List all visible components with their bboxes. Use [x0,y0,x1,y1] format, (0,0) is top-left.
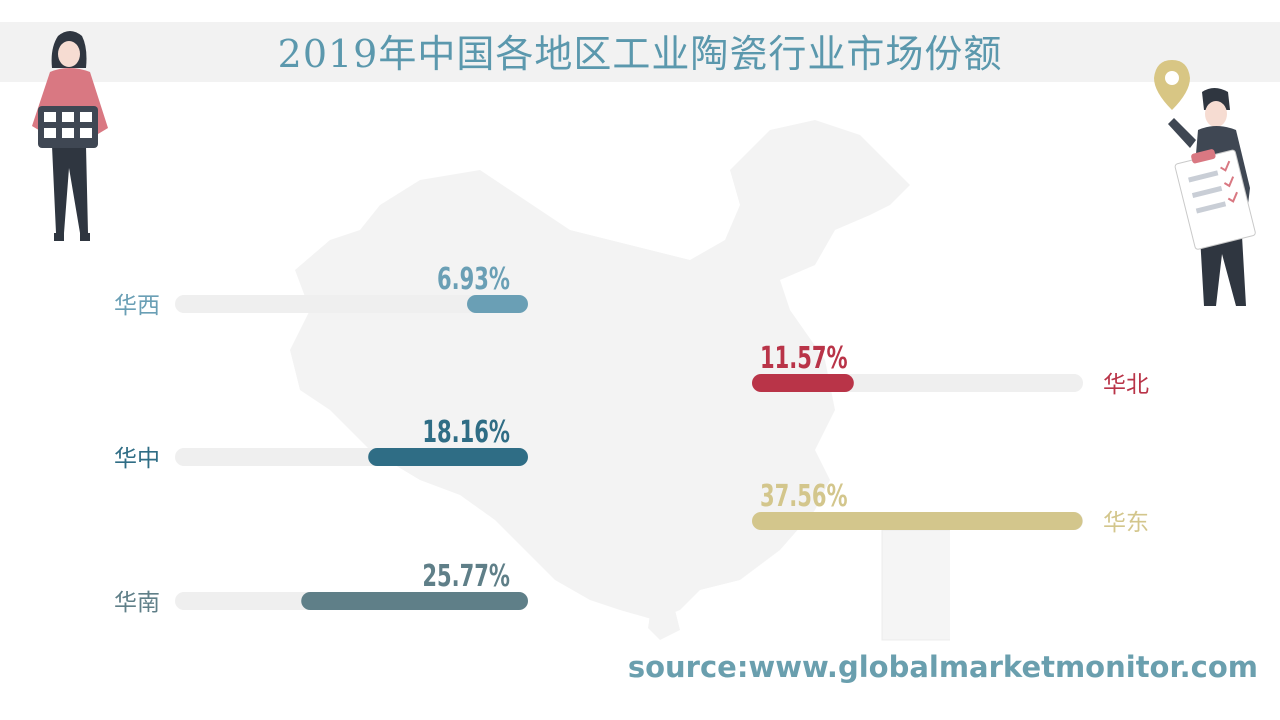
value-label: 25.77% [422,559,510,594]
value-label: 37.56% [760,479,848,514]
bar-track [175,295,528,313]
category-label: 华西 [114,293,160,319]
value-label: 6.93% [437,262,510,297]
chart-title: 2019年中国各地区工业陶瓷行业市场份额 [277,32,1003,76]
category-label: 华中 [114,446,160,472]
bar [752,374,854,392]
category-label: 华北 [1103,372,1149,398]
woman-calendar-icon [32,31,108,241]
bar [368,448,528,466]
value-label: 11.57% [760,341,848,376]
bar [301,592,528,610]
category-label: 华东 [1103,510,1149,536]
value-label: 18.16% [422,415,510,450]
category-label: 华南 [114,590,160,616]
bar [467,295,528,313]
man-checklist-icon [1154,60,1256,306]
source-text: source:www.globalmarketmonitor.com [627,650,1258,684]
title-band [0,22,1280,82]
bar [752,512,1083,530]
